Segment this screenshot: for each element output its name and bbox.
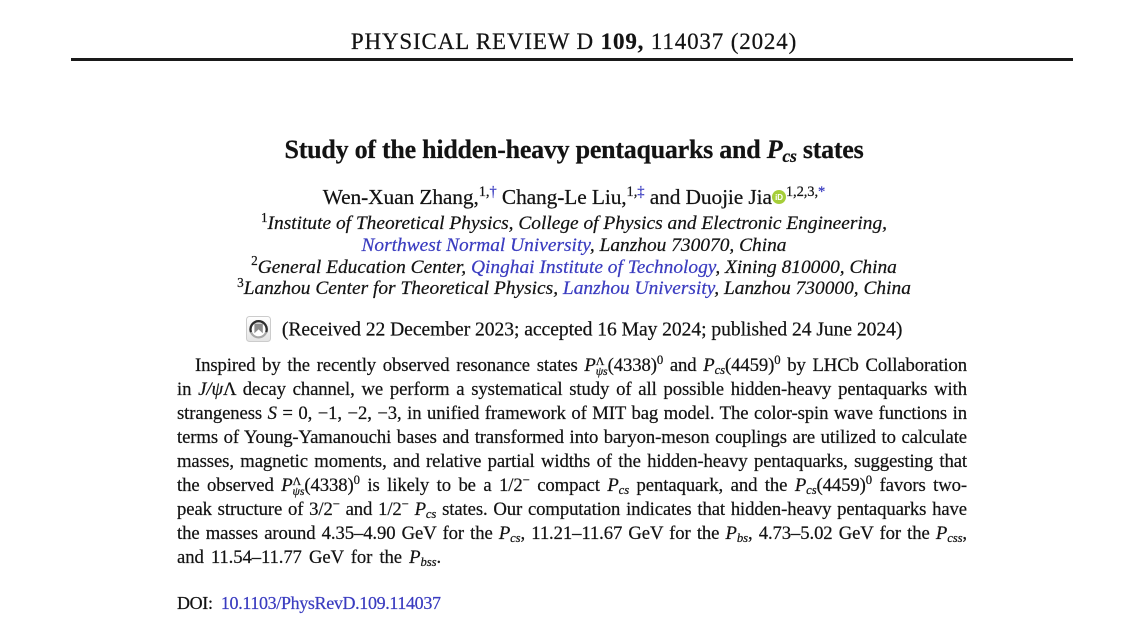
svg-text:iD: iD bbox=[775, 193, 783, 202]
